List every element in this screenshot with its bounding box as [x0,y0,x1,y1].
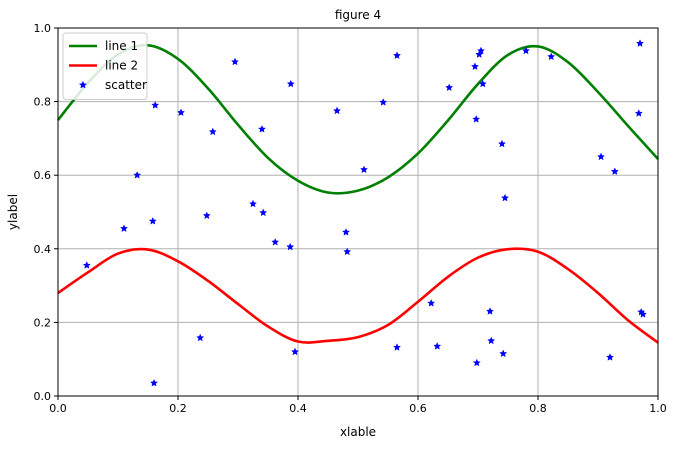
scatter-point [149,378,159,387]
x-tick-label: 0.0 [49,402,67,415]
scatter-point [359,165,369,174]
scatter-point [476,46,486,55]
legend-label: line 2 [105,59,138,73]
scatter-point [82,261,91,269]
y-tick-label: 0.8 [34,96,52,109]
scatter-point [500,193,510,202]
scatter-point [635,39,645,47]
scatter-point [343,247,352,256]
scatter-point [499,349,508,358]
scatter-point [230,57,240,66]
scatter-point [634,109,643,117]
scatter-point [445,83,454,92]
scatter-point [208,127,217,136]
scatter-point [196,333,205,342]
scatter-point [487,336,496,345]
scatter-point [497,139,507,148]
x-tick-label: 1.0 [649,402,667,415]
scatter-point [485,307,495,315]
scatter-point [610,167,619,175]
plot-frame [57,27,659,397]
chart-title: figure 4 [335,8,381,22]
scatter-point [286,79,295,88]
legend: line 1 line 2 scatter [62,32,148,100]
legend-label: line 1 [105,39,138,53]
x-tick-label: 0.8 [529,402,547,415]
scatter-point [475,50,484,58]
scatter-point [341,227,351,236]
y-tick-label: 0.2 [34,316,52,329]
legend-swatch [78,80,88,89]
axes: 0.0 0.2 0.4 0.6 0.8 1.0 0.0 0.2 0.4 0.6 0.8 1.0 [34,22,667,415]
scatter-point [433,342,442,350]
y-tick-label: 0.6 [34,169,52,182]
scatter-point [379,98,388,106]
scatter-point [472,115,481,123]
scatter-point [605,353,615,361]
scatter-point [148,216,157,225]
scatter-point [290,347,300,356]
scatter-point [119,224,129,232]
series-line-1-line [56,43,659,195]
y-tick-label: 0.0 [34,390,52,403]
legend-box [62,32,148,100]
scatter-point [151,101,160,109]
scatter-point [259,208,268,217]
scatter-point [596,152,606,161]
scatter-point [521,46,531,55]
scatter-point [638,310,648,318]
scatter-point [176,108,186,117]
scatter-point [133,170,142,179]
y-axis-label: ylabel [6,194,20,230]
scatter-point [202,211,211,220]
legend-label: scatter [105,78,147,92]
x-axis-label: xlable [340,425,376,439]
series-line-2-line [57,247,659,344]
scatter-point [248,199,258,208]
scatter-point [392,343,402,351]
x-tick-label: 0.6 [409,402,427,415]
scatter-point [478,79,487,88]
scatter-point [427,299,436,307]
scatter-point [547,52,556,61]
scatter-point [472,358,481,367]
scatter-point [286,242,295,251]
scatter-point [271,237,280,246]
x-tick-label: 0.4 [289,402,307,415]
scatter-point [257,124,267,133]
y-tick-label: 1.0 [34,22,52,35]
scatter-point [392,51,402,60]
scatter-point [332,106,342,115]
y-tick-label: 0.4 [34,243,52,256]
x-tick-label: 0.2 [169,402,187,415]
plot-area [56,39,659,387]
scatter-point [470,62,480,71]
